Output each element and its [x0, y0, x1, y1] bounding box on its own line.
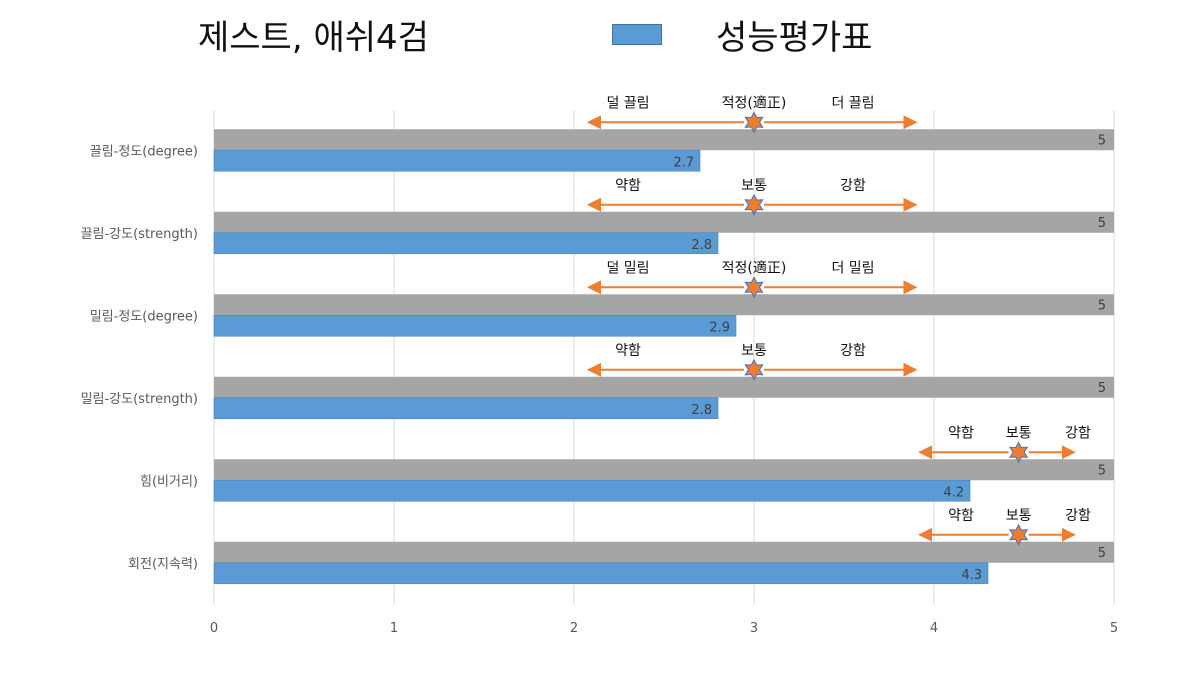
star-marker [1008, 523, 1029, 546]
x-tick-label: 3 [750, 621, 758, 636]
star-marker [744, 358, 764, 381]
score-bar [213, 232, 719, 255]
score-bar [213, 149, 701, 172]
max-data-label: 5 [1098, 133, 1106, 148]
annotation-left-label: 약함 [615, 178, 641, 194]
score-bar [213, 314, 737, 337]
category-label: 끌림-정도(degree) [90, 144, 198, 159]
score-data-label: 2.9 [709, 320, 730, 335]
legend-label: 성능평가표 [716, 18, 873, 58]
score-bar [213, 562, 989, 585]
category-label: 힘(비거리) [140, 474, 198, 489]
score-bar [213, 479, 971, 502]
annotation-left-label: 약함 [615, 343, 641, 359]
category-label: 밀림-정도(degree) [90, 309, 198, 324]
category-label: 회전(지속력) [128, 557, 198, 572]
max-bar [214, 294, 1114, 316]
max-bar [214, 129, 1114, 151]
score-data-label: 4.2 [943, 485, 964, 500]
annotation-right-label: 강함 [1065, 425, 1091, 441]
annotation-right-label: 더 끌림 [831, 95, 874, 111]
legend: 성능평가표 [612, 10, 872, 59]
score-data-label: 2.8 [691, 403, 712, 418]
max-bar [214, 211, 1114, 233]
annotation-left-label: 약함 [948, 425, 974, 441]
annotation-right-label: 강함 [840, 343, 866, 359]
annotation-center-label: 보통 [1006, 508, 1032, 524]
x-tick-label: 0 [210, 621, 218, 636]
category-label: 끌림-강도(strength) [81, 227, 198, 242]
x-tick-label: 1 [390, 621, 398, 636]
annotation-center-label: 보통 [741, 178, 767, 194]
annotation-right-label: 강함 [1065, 508, 1091, 524]
max-data-label: 5 [1098, 381, 1106, 396]
max-data-label: 5 [1098, 463, 1106, 478]
max-bar [214, 376, 1114, 398]
annotation-center-label: 적정(適正) [722, 94, 787, 111]
star-marker [744, 276, 764, 299]
legend-swatch [612, 24, 662, 45]
max-bar [214, 541, 1114, 563]
annotation-right-label: 강함 [840, 178, 866, 194]
annotation-right-label: 더 밀림 [831, 260, 874, 276]
x-tick-label: 5 [1110, 621, 1118, 636]
annotation-left-label: 덜 끌림 [606, 95, 649, 111]
category-label: 밀림-강도(strength) [81, 392, 198, 407]
star-marker [744, 193, 764, 216]
max-bar [214, 459, 1114, 481]
score-data-label: 2.7 [673, 155, 694, 170]
score-data-label: 4.3 [961, 568, 982, 583]
annotation-center-label: 보통 [741, 343, 767, 359]
x-tick-label: 2 [570, 621, 578, 636]
star-marker [744, 111, 764, 134]
chart-title: 제스트, 애쉬4검 [198, 18, 429, 58]
max-data-label: 5 [1098, 546, 1106, 561]
max-data-label: 5 [1098, 216, 1106, 231]
score-data-label: 2.8 [691, 238, 712, 253]
max-data-label: 5 [1098, 298, 1106, 313]
annotation-center-label: 보통 [1006, 425, 1032, 441]
annotation-center-label: 적정(適正) [722, 259, 787, 276]
star-marker [1008, 441, 1029, 464]
x-tick-label: 4 [930, 621, 938, 636]
score-bar [213, 397, 719, 420]
annotation-left-label: 약함 [948, 508, 974, 524]
annotation-left-label: 덜 밀림 [606, 260, 649, 276]
